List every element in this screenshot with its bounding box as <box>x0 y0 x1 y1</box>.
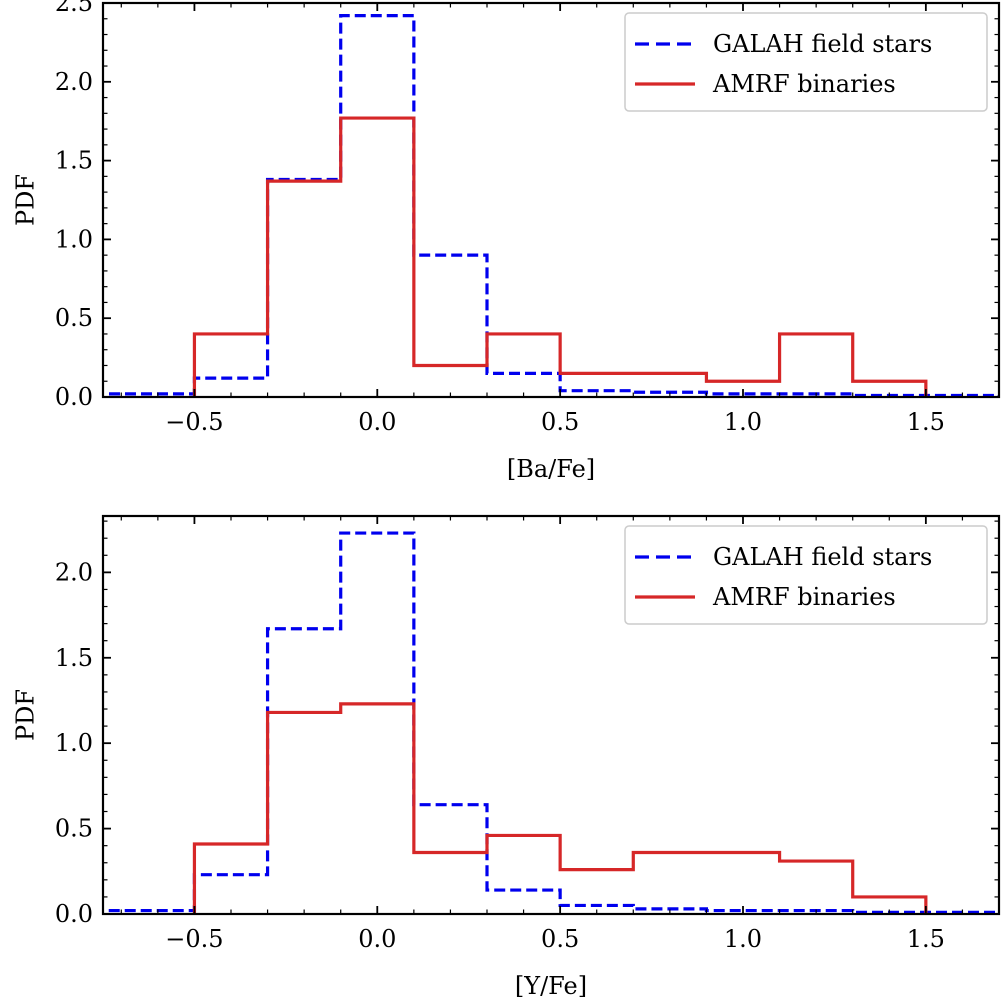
y-tick-label: 1.0 <box>55 225 93 253</box>
y-tick-label: 1.5 <box>55 644 93 672</box>
x-tick-label: 0.5 <box>541 925 579 953</box>
y-tick-label: 1.5 <box>55 147 93 175</box>
legend-label-galah: GALAH field stars <box>713 543 932 571</box>
axis-ticks: −0.5 0.0 0.5 1.0 1.5 0.0 0.5 1.0 1.5 2.0 2.5 <box>55 0 1000 436</box>
legend: GALAH field stars AMRF binaries <box>624 525 988 625</box>
x-tick-label: 0.0 <box>358 925 396 953</box>
legend-label-amrf: AMRF binaries <box>712 583 896 611</box>
axes-frame <box>101 1 1001 399</box>
panel-y-fe: −0.5 0.0 0.5 1.0 1.5 0.0 0.5 1.0 1.5 2.0 [Y/Fe] P… <box>12 514 1001 1000</box>
panel-ba-fe: −0.5 0.0 0.5 1.0 1.5 0.0 0.5 1.0 1.5 2.0 2.5 [Ba/F… <box>12 0 1001 483</box>
x-tick-label: 1.0 <box>724 925 762 953</box>
axis-ticks: −0.5 0.0 0.5 1.0 1.5 0.0 0.5 1.0 1.5 2.0 <box>55 516 1000 953</box>
x-tick-label: 0.0 <box>358 408 396 436</box>
legend-label-amrf: AMRF binaries <box>712 70 896 98</box>
x-tick-label: 1.5 <box>907 408 945 436</box>
y-tick-label: 1.0 <box>55 729 93 757</box>
y-axis-label: PDF <box>12 174 40 226</box>
y-tick-label: 0.0 <box>55 383 93 411</box>
y-axis-label: PDF <box>12 689 40 741</box>
x-tick-label: 0.5 <box>541 408 579 436</box>
x-tick-label: 1.5 <box>907 925 945 953</box>
y-tick-label: 2.0 <box>55 558 93 586</box>
histogram-step-amrf <box>192 702 928 914</box>
x-tick-label: −0.5 <box>165 408 223 436</box>
legend-box <box>624 12 988 112</box>
legend-label-galah: GALAH field stars <box>713 30 932 58</box>
y-tick-label: 0.0 <box>55 900 93 928</box>
y-tick-label: 2.5 <box>55 0 93 17</box>
legend: GALAH field stars AMRF binaries <box>624 12 988 112</box>
y-tick-label: 0.5 <box>55 304 93 332</box>
x-axis-label: [Ba/Fe] <box>507 455 595 483</box>
histogram-marks <box>103 14 999 397</box>
legend-box <box>624 525 988 625</box>
histogram-step-amrf <box>192 116 928 397</box>
axes-frame <box>101 514 1001 916</box>
x-tick-label: 1.0 <box>724 408 762 436</box>
y-tick-label: 0.5 <box>55 815 93 843</box>
x-tick-label: −0.5 <box>165 925 223 953</box>
x-axis-label: [Y/Fe] <box>515 972 587 1000</box>
y-tick-label: 2.0 <box>55 68 93 96</box>
